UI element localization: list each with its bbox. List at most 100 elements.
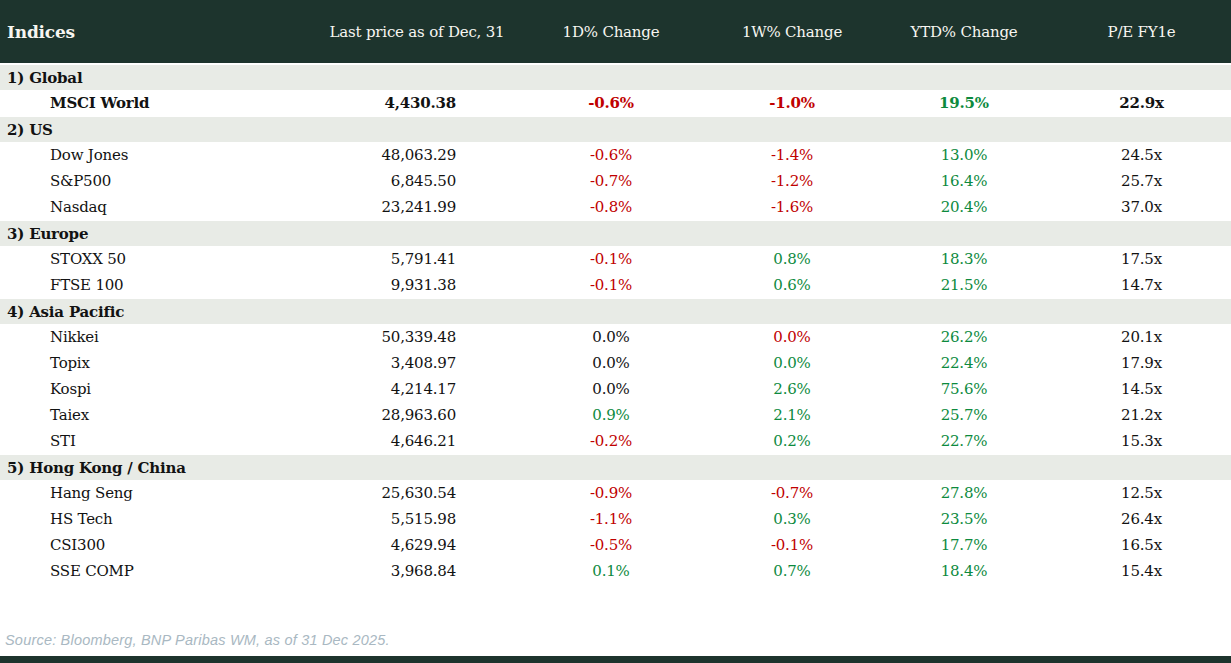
- pe-cell: 37.0x: [1052, 194, 1231, 220]
- table-header-row: Indices Last price as of Dec, 31 1D% Cha…: [0, 0, 1231, 64]
- pe-cell: 15.3x: [1052, 428, 1231, 454]
- 1w-change-cell: 0.7%: [708, 558, 876, 584]
- ytd-change-cell: 22.4%: [876, 350, 1052, 376]
- section-header-row-5-hong-kong-china: 5) Hong Kong / China: [0, 454, 1231, 480]
- ytd-change-cell: 18.3%: [876, 246, 1052, 272]
- index-name-cell: FTSE 100: [0, 272, 320, 298]
- column-header-pe-fy1e: P/E FY1e: [1052, 0, 1231, 64]
- column-header-ytd-change: YTD% Change: [876, 0, 1052, 64]
- index-row-msci-world: MSCI World4,430.38-0.6%-1.0%19.5%22.9x: [0, 90, 1231, 116]
- 1d-change-cell: -0.6%: [514, 142, 708, 168]
- index-row-nasdaq: Nasdaq23,241.99-0.8%-1.6%20.4%37.0x: [0, 194, 1231, 220]
- 1w-change-cell: 0.8%: [708, 246, 876, 272]
- last-price-cell: 4,214.17: [320, 376, 514, 402]
- section-label: 2) US: [0, 116, 1231, 142]
- 1w-change-cell: -1.6%: [708, 194, 876, 220]
- pe-cell: 12.5x: [1052, 480, 1231, 506]
- index-row-s-p500: S&P5006,845.50-0.7%-1.2%16.4%25.7x: [0, 168, 1231, 194]
- 1w-change-cell: 0.6%: [708, 272, 876, 298]
- pe-cell: 15.4x: [1052, 558, 1231, 584]
- ytd-change-cell: 25.7%: [876, 402, 1052, 428]
- index-name-cell: CSI300: [0, 532, 320, 558]
- section-header-row-2-us: 2) US: [0, 116, 1231, 142]
- section-label: 3) Europe: [0, 220, 1231, 246]
- 1d-change-cell: -0.8%: [514, 194, 708, 220]
- ytd-change-cell: 18.4%: [876, 558, 1052, 584]
- 1w-change-cell: 0.0%: [708, 324, 876, 350]
- last-price-cell: 5,515.98: [320, 506, 514, 532]
- section-label: 4) Asia Pacific: [0, 298, 1231, 324]
- index-row-nikkei: Nikkei50,339.480.0%0.0%26.2%20.1x: [0, 324, 1231, 350]
- pe-cell: 22.9x: [1052, 90, 1231, 116]
- index-name-cell: STOXX 50: [0, 246, 320, 272]
- ytd-change-cell: 13.0%: [876, 142, 1052, 168]
- 1d-change-cell: -0.1%: [514, 246, 708, 272]
- 1w-change-cell: 2.1%: [708, 402, 876, 428]
- last-price-cell: 4,629.94: [320, 532, 514, 558]
- 1w-change-cell: 2.6%: [708, 376, 876, 402]
- 1d-change-cell: -0.2%: [514, 428, 708, 454]
- index-name-cell: Taiex: [0, 402, 320, 428]
- 1d-change-cell: -1.1%: [514, 506, 708, 532]
- index-name-cell: Hang Seng: [0, 480, 320, 506]
- 1w-change-cell: -1.2%: [708, 168, 876, 194]
- last-price-cell: 48,063.29: [320, 142, 514, 168]
- 1d-change-cell: 0.1%: [514, 558, 708, 584]
- index-row-hang-seng: Hang Seng25,630.54-0.9%-0.7%27.8%12.5x: [0, 480, 1231, 506]
- last-price-cell: 3,408.97: [320, 350, 514, 376]
- index-name-cell: Nasdaq: [0, 194, 320, 220]
- section-header-row-3-europe: 3) Europe: [0, 220, 1231, 246]
- last-price-cell: 3,968.84: [320, 558, 514, 584]
- source-note: Source: Bloomberg, BNP Paribas WM, as of…: [5, 632, 390, 648]
- 1w-change-cell: 0.2%: [708, 428, 876, 454]
- pe-cell: 14.5x: [1052, 376, 1231, 402]
- index-name-cell: Kospi: [0, 376, 320, 402]
- 1w-change-cell: -0.1%: [708, 532, 876, 558]
- 1d-change-cell: -0.5%: [514, 532, 708, 558]
- ytd-change-cell: 17.7%: [876, 532, 1052, 558]
- index-name-cell: MSCI World: [0, 90, 320, 116]
- ytd-change-cell: 75.6%: [876, 376, 1052, 402]
- ytd-change-cell: 16.4%: [876, 168, 1052, 194]
- last-price-cell: 28,963.60: [320, 402, 514, 428]
- column-header-1d-change: 1D% Change: [514, 0, 708, 64]
- bottom-accent-bar: [0, 656, 1231, 663]
- section-header-row-4-asia-pacific: 4) Asia Pacific: [0, 298, 1231, 324]
- 1w-change-cell: 0.3%: [708, 506, 876, 532]
- ytd-change-cell: 23.5%: [876, 506, 1052, 532]
- section-label: 5) Hong Kong / China: [0, 454, 1231, 480]
- index-row-sse-comp: SSE COMP3,968.840.1%0.7%18.4%15.4x: [0, 558, 1231, 584]
- 1d-change-cell: -0.9%: [514, 480, 708, 506]
- index-row-topix: Topix3,408.970.0%0.0%22.4%17.9x: [0, 350, 1231, 376]
- index-name-cell: STI: [0, 428, 320, 454]
- section-label: 1) Global: [0, 64, 1231, 90]
- index-row-hs-tech: HS Tech5,515.98-1.1%0.3%23.5%26.4x: [0, 506, 1231, 532]
- index-name-cell: SSE COMP: [0, 558, 320, 584]
- 1d-change-cell: 0.0%: [514, 376, 708, 402]
- pe-cell: 17.9x: [1052, 350, 1231, 376]
- index-row-kospi: Kospi4,214.170.0%2.6%75.6%14.5x: [0, 376, 1231, 402]
- 1d-change-cell: 0.0%: [514, 324, 708, 350]
- ytd-change-cell: 26.2%: [876, 324, 1052, 350]
- index-row-taiex: Taiex28,963.600.9%2.1%25.7%21.2x: [0, 402, 1231, 428]
- pe-cell: 16.5x: [1052, 532, 1231, 558]
- 1d-change-cell: 0.0%: [514, 350, 708, 376]
- pe-cell: 25.7x: [1052, 168, 1231, 194]
- index-name-cell: Topix: [0, 350, 320, 376]
- ytd-change-cell: 21.5%: [876, 272, 1052, 298]
- indices-table: Indices Last price as of Dec, 31 1D% Cha…: [0, 0, 1231, 584]
- 1d-change-cell: -0.7%: [514, 168, 708, 194]
- index-name-cell: HS Tech: [0, 506, 320, 532]
- last-price-cell: 9,931.38: [320, 272, 514, 298]
- index-row-sti: STI4,646.21-0.2%0.2%22.7%15.3x: [0, 428, 1231, 454]
- pe-cell: 17.5x: [1052, 246, 1231, 272]
- 1d-change-cell: 0.9%: [514, 402, 708, 428]
- index-name-cell: S&P500: [0, 168, 320, 194]
- section-header-row-1-global: 1) Global: [0, 64, 1231, 90]
- index-row-dow-jones: Dow Jones48,063.29-0.6%-1.4%13.0%24.5x: [0, 142, 1231, 168]
- 1w-change-cell: -0.7%: [708, 480, 876, 506]
- index-row-csi300: CSI3004,629.94-0.5%-0.1%17.7%16.5x: [0, 532, 1231, 558]
- column-header-last-price: Last price as of Dec, 31: [320, 0, 514, 64]
- ytd-change-cell: 27.8%: [876, 480, 1052, 506]
- last-price-cell: 25,630.54: [320, 480, 514, 506]
